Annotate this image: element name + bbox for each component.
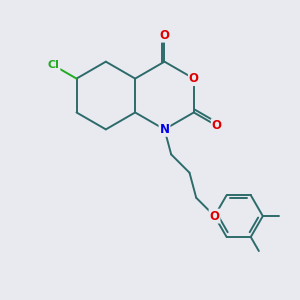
Text: O: O [189,72,199,85]
Text: O: O [212,119,222,132]
Text: O: O [160,29,170,42]
Text: O: O [209,210,220,223]
Text: N: N [160,123,170,136]
Text: Cl: Cl [48,60,59,70]
